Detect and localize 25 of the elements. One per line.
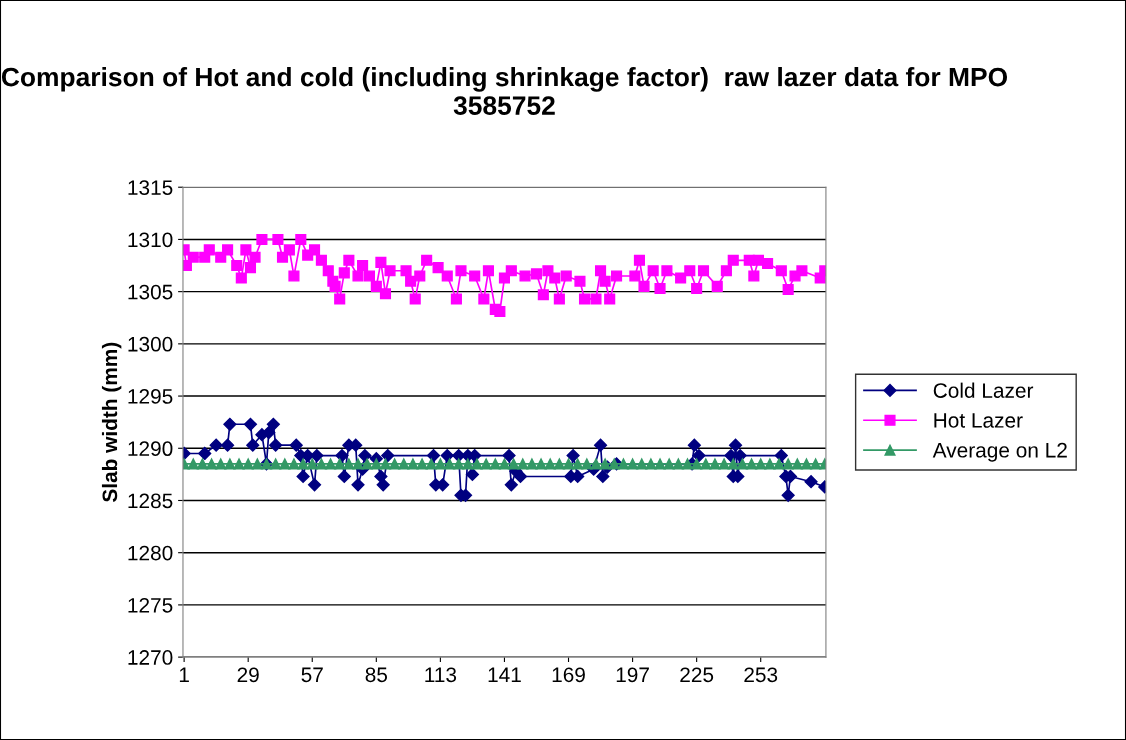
x-tick-label: 197 (616, 667, 649, 683)
y-tick-label: 1300 (128, 336, 173, 352)
x-tick-label: 29 (237, 667, 259, 683)
y-tick-label: 1310 (128, 232, 173, 248)
legend-label: Average on L2 (932, 442, 1067, 462)
y-tick-label: 1275 (128, 597, 173, 613)
chart-title: Comparison of Hot and cold (including shrinkage factor) raw lazer data for MPO 3585752 (1, 66, 1008, 115)
y-tick-label: 1305 (128, 284, 173, 300)
x-tick-label: 141 (488, 667, 521, 682)
x-tick-label: 1 (179, 667, 189, 682)
y-tick-label: 1280 (128, 545, 173, 561)
y-tick-label: 1285 (128, 493, 173, 509)
y-tick-label: 1315 (128, 180, 173, 195)
y-axis-title: Slab width (mm) (101, 342, 122, 503)
x-tick-label: 225 (680, 667, 714, 683)
x-tick-label: 113 (425, 667, 457, 683)
y-tick-label: 1290 (128, 441, 173, 457)
x-tick-label: 57 (301, 667, 323, 683)
legend-label: Cold Lazer (933, 382, 1034, 398)
x-tick-label: 169 (552, 667, 585, 683)
x-tick-label: 85 (365, 667, 388, 683)
y-tick-label: 1295 (128, 389, 173, 404)
y-tick-label: 1270 (128, 650, 173, 665)
legend-label: Hot Lazer (934, 413, 1023, 428)
x-tick-label: 253 (744, 667, 778, 683)
